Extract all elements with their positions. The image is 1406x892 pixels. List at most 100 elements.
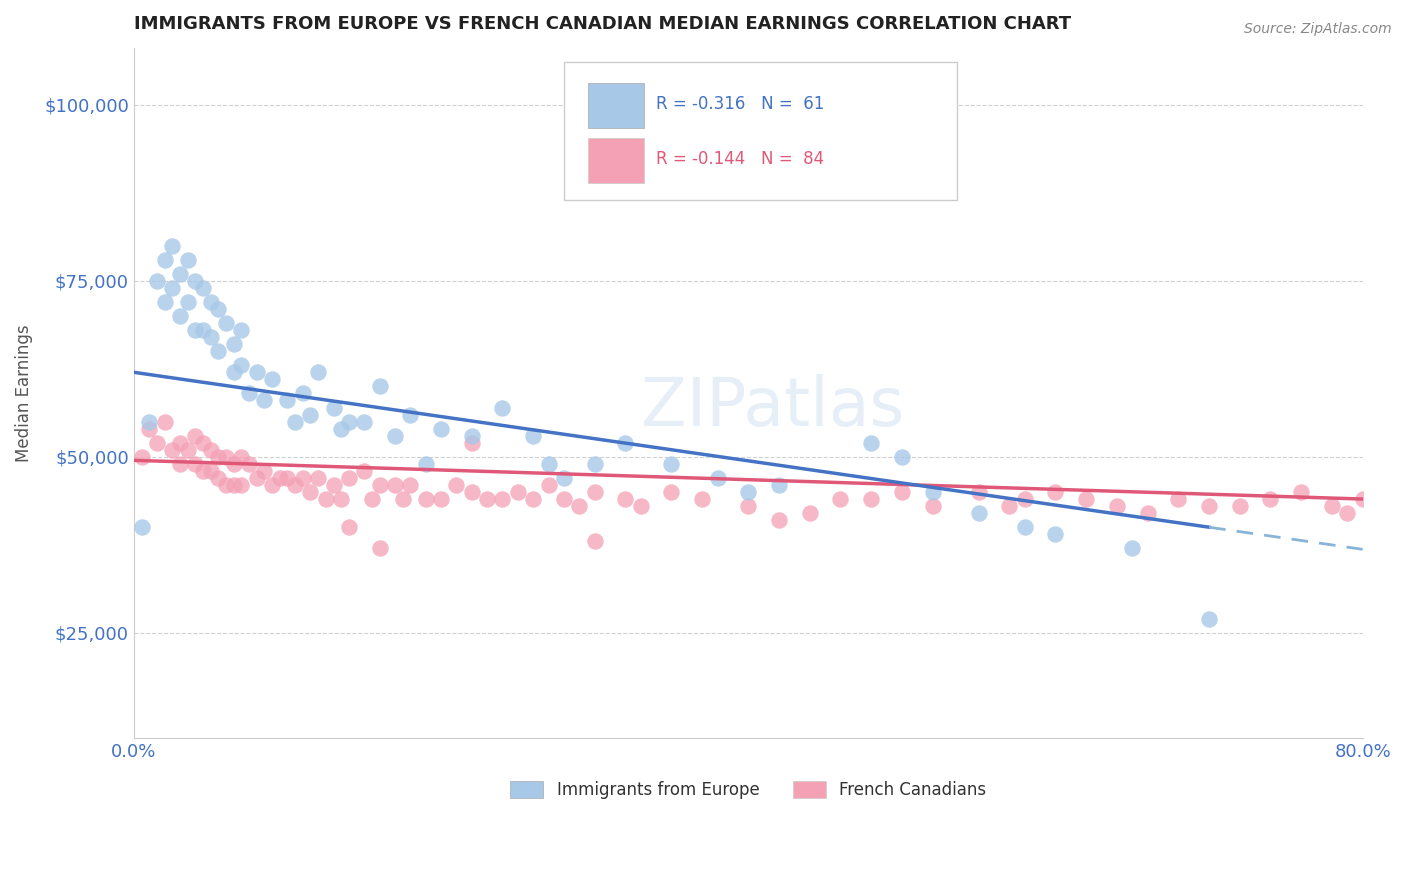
Point <box>399 408 422 422</box>
Point <box>337 471 360 485</box>
Point <box>231 358 253 372</box>
Point <box>830 491 852 506</box>
Point <box>1260 491 1282 506</box>
Text: IMMIGRANTS FROM EUROPE VS FRENCH CANADIAN MEDIAN EARNINGS CORRELATION CHART: IMMIGRANTS FROM EUROPE VS FRENCH CANADIA… <box>134 15 1071 33</box>
Point <box>614 435 637 450</box>
Point <box>690 491 713 506</box>
Point <box>860 435 883 450</box>
Point <box>222 457 245 471</box>
Point <box>583 485 606 500</box>
Point <box>176 442 198 457</box>
Point <box>1198 612 1220 626</box>
FancyBboxPatch shape <box>564 62 957 200</box>
Point <box>1045 485 1067 500</box>
Point <box>307 365 329 379</box>
Point <box>1336 506 1358 520</box>
Point <box>299 485 322 500</box>
Point <box>222 478 245 492</box>
Point <box>553 471 575 485</box>
Point <box>215 478 238 492</box>
Point <box>138 422 160 436</box>
Text: R = -0.316   N =  61: R = -0.316 N = 61 <box>657 95 824 112</box>
Point <box>368 478 391 492</box>
Point <box>1167 491 1189 506</box>
Point <box>253 393 276 408</box>
Point <box>153 415 176 429</box>
Point <box>568 499 591 513</box>
Point <box>461 485 484 500</box>
Point <box>1045 527 1067 541</box>
Point <box>238 457 260 471</box>
FancyBboxPatch shape <box>589 138 644 183</box>
Point <box>799 506 821 520</box>
Point <box>890 450 912 464</box>
Point <box>921 485 943 500</box>
Point <box>461 428 484 442</box>
Point <box>399 478 422 492</box>
Point <box>276 471 298 485</box>
Point <box>391 491 413 506</box>
Text: ZIPatlas: ZIPatlas <box>641 375 904 441</box>
Point <box>475 491 498 506</box>
Text: R = -0.144   N =  84: R = -0.144 N = 84 <box>657 150 824 168</box>
Point <box>169 267 191 281</box>
Point <box>430 491 453 506</box>
Point <box>706 471 728 485</box>
Point <box>553 491 575 506</box>
Point <box>967 485 990 500</box>
Point <box>146 274 169 288</box>
Point <box>630 499 652 513</box>
Point <box>215 316 238 330</box>
Point <box>768 513 790 527</box>
Text: Source: ZipAtlas.com: Source: ZipAtlas.com <box>1244 22 1392 37</box>
Point <box>860 491 883 506</box>
Point <box>1014 491 1036 506</box>
Point <box>131 450 153 464</box>
Point <box>583 534 606 549</box>
Point <box>614 491 637 506</box>
Point <box>330 491 353 506</box>
Point <box>200 330 222 344</box>
Point <box>998 499 1021 513</box>
Point <box>284 478 307 492</box>
Point <box>1014 520 1036 534</box>
Point <box>291 386 314 401</box>
Point <box>191 464 214 478</box>
Point <box>169 435 191 450</box>
Point <box>737 485 759 500</box>
Point <box>162 238 184 252</box>
Point <box>253 464 276 478</box>
Point <box>207 344 229 359</box>
Point <box>967 506 990 520</box>
Point <box>191 281 214 295</box>
Y-axis label: Median Earnings: Median Earnings <box>15 325 32 462</box>
Point <box>207 450 229 464</box>
Point <box>138 415 160 429</box>
Point <box>322 401 344 415</box>
Point <box>415 491 437 506</box>
Point <box>491 491 513 506</box>
Point <box>337 520 360 534</box>
Point <box>231 450 253 464</box>
Point <box>1351 491 1374 506</box>
Point <box>207 301 229 316</box>
Point <box>238 386 260 401</box>
Point <box>215 450 238 464</box>
Point <box>246 365 269 379</box>
Point <box>522 491 544 506</box>
Point <box>191 435 214 450</box>
Point <box>1121 541 1143 556</box>
Point <box>1289 485 1312 500</box>
Point <box>246 471 269 485</box>
Point <box>415 457 437 471</box>
Point <box>222 337 245 351</box>
Point <box>200 442 222 457</box>
Point <box>737 499 759 513</box>
Point <box>384 428 406 442</box>
Point <box>131 520 153 534</box>
Point <box>446 478 468 492</box>
Point <box>200 294 222 309</box>
Point <box>537 457 560 471</box>
Point <box>384 478 406 492</box>
Point <box>184 323 207 337</box>
